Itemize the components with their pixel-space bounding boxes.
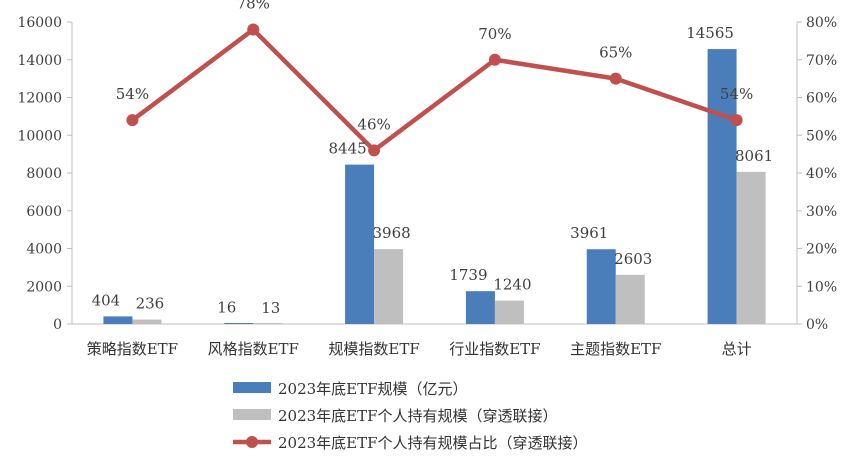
line-point-marker [368, 144, 381, 157]
y-right-tick-label: 60% [806, 91, 837, 107]
y-left-tick-label: 12000 [17, 91, 62, 107]
line-point-label: 46% [357, 115, 390, 133]
line-point-marker [730, 114, 743, 127]
bar-etf-size-label: 8445 [328, 140, 366, 158]
y-left-tick-label: 16000 [17, 15, 62, 31]
x-category-label: 主题指数ETF [570, 340, 661, 358]
bar-individual-holding [132, 319, 162, 324]
bar-individual-holding-label: 3968 [372, 224, 410, 242]
y-left-tick-label: 6000 [26, 204, 62, 220]
labels-layer: 404 16 8445 1739 3961 14565 236 13 3968 1240 2603 8… [92, 0, 774, 317]
y-right-tick-label: 70% [806, 53, 837, 69]
x-category-label: 行业指数ETF [449, 340, 540, 358]
bar-etf-size-label: 1739 [449, 266, 487, 284]
y-right-tick-label: 40% [806, 166, 837, 182]
line-point-label: 78% [237, 0, 270, 13]
bar-individual-holding [494, 300, 524, 324]
bar-individual-holding [374, 249, 404, 324]
x-category-label: 规模指数ETF [328, 340, 419, 358]
y-left-tick-label: 2000 [26, 279, 62, 295]
line-point-label: 54% [116, 85, 149, 103]
legend-entry-label: 2023年底ETF个人持有规模（穿透联接） [278, 407, 558, 425]
y-right-tick-label: 0% [806, 317, 828, 333]
line-individual-holding-ratio [131, 27, 738, 153]
bar-individual-holding [253, 323, 283, 324]
bar-individual-holding-label: 2603 [614, 250, 652, 268]
bar-individual-holding-label: 236 [136, 295, 165, 313]
bar-etf-size [103, 316, 133, 324]
y-left-tick-label: 10000 [17, 128, 62, 144]
bar-individual-holding-label: 8061 [735, 147, 773, 165]
line-point-marker [609, 72, 622, 85]
bar-etf-size [465, 291, 495, 324]
line-point-marker [126, 114, 139, 127]
axes-layer: 0 2000 4000 6000 8000 10000 12000 14000 16000 0% 1… [17, 15, 837, 358]
bar-etf-size-label: 14565 [686, 24, 734, 42]
x-category-label: 策略指数ETF [87, 340, 178, 358]
bar-etf-size [586, 249, 616, 324]
legend-swatch-marker [246, 436, 258, 448]
legend-swatch-bar [233, 382, 271, 393]
legend-entry-label: 2023年底ETF个人持有规模占比（穿透联接） [278, 434, 588, 452]
bar-etf-size [345, 164, 375, 324]
legend: 2023年底ETF规模（亿元） 2023年底ETF个人持有规模（穿透联接） 2023… [233, 380, 588, 452]
bar-etf-size [224, 323, 254, 324]
line-point-label: 65% [599, 44, 632, 62]
x-category-label: 风格指数ETF [208, 340, 299, 358]
y-left-tick-label: 0 [53, 317, 62, 333]
y-right-tick-label: 80% [806, 15, 837, 31]
bar-individual-holding [615, 274, 645, 324]
y-right-tick-label: 10% [806, 279, 837, 295]
line-point-marker [247, 23, 260, 36]
y-right-tick-label: 30% [806, 204, 837, 220]
line-layer [126, 23, 743, 157]
legend-swatch-bar [233, 409, 271, 420]
legend-entry-label: 2023年底ETF规模（亿元） [278, 380, 468, 398]
y-left-tick-label: 4000 [26, 242, 62, 258]
bar-etf-size-label: 16 [217, 299, 236, 317]
y-left-tick-label: 14000 [17, 53, 62, 69]
bar-etf-size [707, 49, 737, 324]
bar-individual-holding-label: 1240 [493, 276, 531, 294]
y-right-tick-label: 20% [806, 242, 837, 258]
bar-etf-size-label: 404 [92, 291, 121, 309]
y-right-tick-label: 50% [806, 128, 837, 144]
bars-layer [103, 49, 766, 324]
line-point-marker [488, 53, 501, 66]
line-point-label: 54% [720, 85, 753, 103]
bar-etf-size-label: 3961 [570, 224, 608, 242]
x-category-label: 总计 [722, 340, 752, 358]
bar-individual-holding [736, 171, 766, 324]
line-point-label: 70% [478, 25, 511, 43]
bar-individual-holding-label: 13 [261, 299, 280, 317]
y-left-tick-label: 8000 [26, 166, 62, 182]
